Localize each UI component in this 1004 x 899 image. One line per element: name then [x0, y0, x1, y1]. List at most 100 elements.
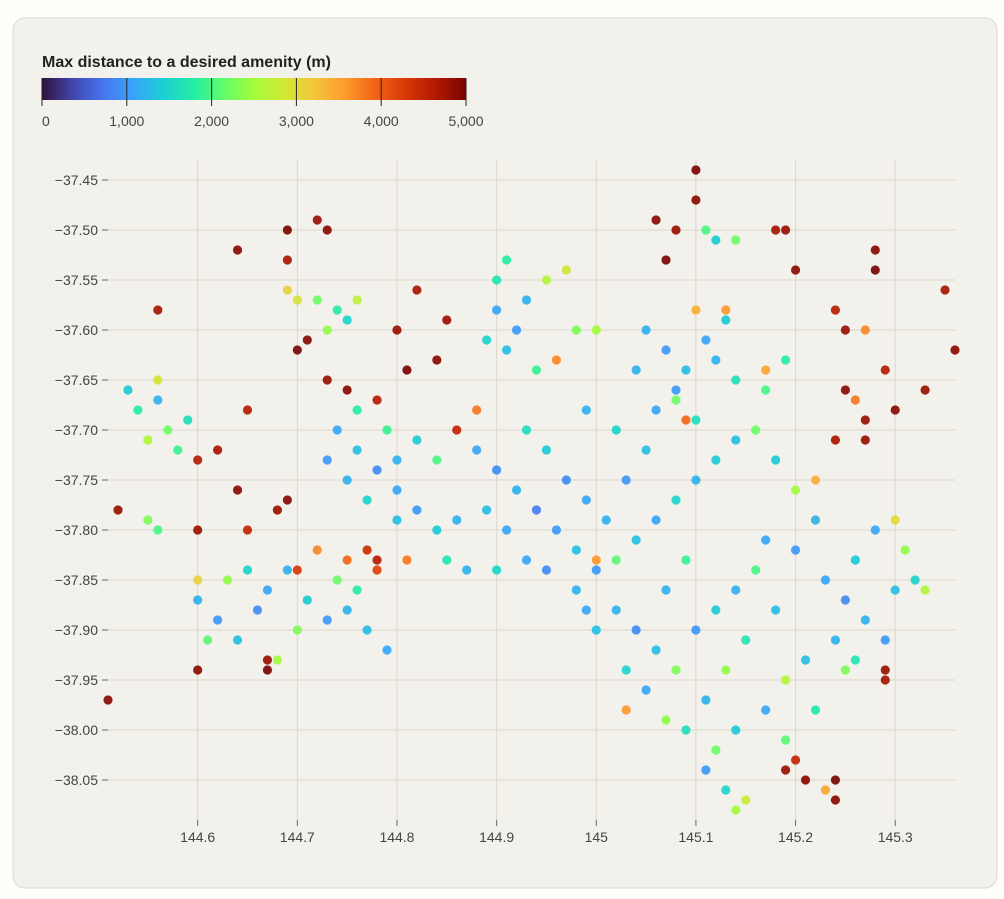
colorbar-tick-label: 3,000 — [279, 113, 314, 129]
point — [691, 415, 701, 425]
point — [153, 305, 163, 315]
point — [242, 405, 253, 415]
point — [671, 225, 681, 235]
point — [322, 325, 332, 335]
point — [621, 665, 631, 675]
point — [113, 505, 123, 515]
point — [621, 475, 631, 485]
point — [651, 405, 661, 415]
x-tick-label: 144.7 — [280, 829, 315, 845]
point — [511, 485, 522, 495]
point — [641, 685, 651, 695]
point — [521, 295, 532, 305]
point — [282, 495, 292, 505]
point — [213, 445, 223, 455]
point — [800, 775, 811, 785]
point — [950, 345, 960, 355]
point — [472, 445, 482, 455]
point — [731, 375, 741, 385]
point — [163, 425, 173, 435]
point — [751, 425, 761, 435]
point — [203, 635, 213, 645]
point — [850, 655, 860, 665]
point — [731, 435, 741, 445]
x-tick-label: 145.2 — [778, 829, 813, 845]
point — [880, 365, 890, 375]
point — [302, 335, 312, 345]
point — [711, 605, 721, 615]
point — [751, 565, 761, 575]
point — [840, 325, 850, 335]
point — [242, 525, 253, 535]
point — [790, 545, 801, 555]
point — [352, 445, 362, 455]
axes: −37.45 −37.50 −37.55 −37.60 −37.65 −37.70 −37.… — [55, 172, 913, 845]
point — [781, 355, 791, 365]
point — [462, 565, 472, 575]
point — [531, 365, 542, 375]
point — [850, 395, 860, 405]
point — [521, 555, 532, 565]
point — [890, 515, 900, 525]
point — [790, 485, 801, 495]
colorbar — [42, 78, 466, 100]
y-tick-label: −37.70 — [55, 422, 98, 438]
y-tick-label: −37.65 — [55, 372, 98, 388]
point — [432, 355, 442, 365]
point — [581, 405, 591, 415]
point — [711, 355, 721, 365]
point — [860, 615, 870, 625]
point — [741, 795, 751, 805]
point — [392, 515, 402, 525]
y-tick-label: −37.95 — [55, 672, 98, 688]
point — [262, 655, 273, 665]
point — [571, 325, 581, 335]
point — [232, 635, 243, 645]
point — [153, 395, 163, 405]
point — [830, 635, 841, 645]
point — [781, 675, 791, 685]
point — [193, 525, 203, 535]
colorbar-title: Max distance to a desired amenity (m) — [42, 54, 331, 71]
point — [731, 805, 741, 815]
point — [531, 505, 542, 515]
point — [840, 595, 850, 605]
point — [691, 625, 701, 635]
point — [631, 535, 641, 545]
point — [242, 565, 253, 575]
point — [761, 535, 771, 545]
point — [691, 305, 701, 315]
point — [412, 435, 422, 445]
point — [292, 565, 302, 575]
point — [292, 345, 302, 355]
point — [661, 255, 671, 265]
point — [631, 625, 641, 635]
point — [352, 405, 362, 415]
point — [282, 255, 292, 265]
colorbar-tick-label: 1,000 — [109, 113, 144, 129]
point — [272, 505, 282, 515]
point — [492, 465, 502, 475]
point — [591, 555, 601, 565]
point — [153, 525, 163, 535]
point — [352, 295, 362, 305]
point — [372, 465, 382, 475]
point — [920, 385, 930, 395]
point — [332, 575, 342, 585]
point — [701, 335, 711, 345]
point — [641, 445, 651, 455]
point — [781, 735, 791, 745]
point — [561, 475, 571, 485]
y-tick-label: −37.55 — [55, 272, 98, 288]
point — [691, 475, 701, 485]
point — [661, 585, 671, 595]
point — [382, 425, 392, 435]
point — [611, 605, 621, 615]
point — [681, 555, 691, 565]
point — [860, 435, 870, 445]
point — [591, 565, 601, 575]
point — [322, 455, 332, 465]
point — [551, 355, 562, 365]
point — [860, 325, 870, 335]
point — [173, 445, 183, 455]
